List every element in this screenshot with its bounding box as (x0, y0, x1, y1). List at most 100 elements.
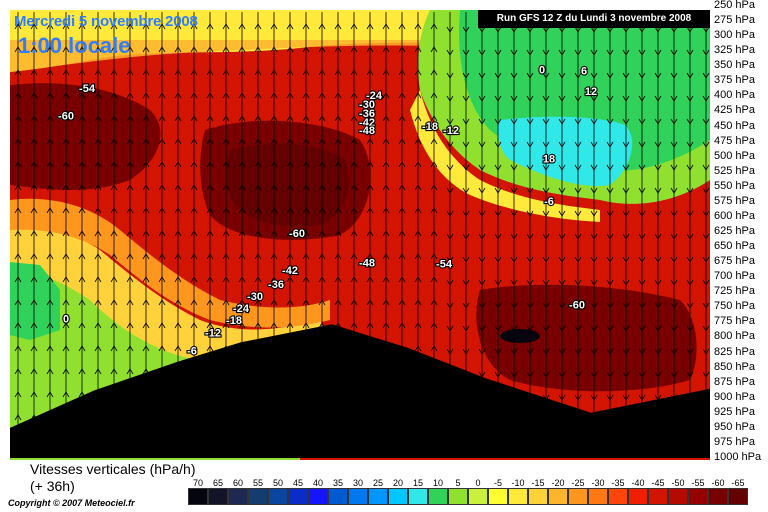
legend-value: -20 (551, 478, 565, 488)
wind-arrow-head (174, 322, 182, 329)
wind-arrow-head (702, 164, 710, 171)
wind-arrow-head (590, 348, 598, 355)
wind-arrow-head (510, 95, 518, 102)
wind-arrow-head (30, 345, 38, 352)
wind-arrow-head (302, 207, 310, 214)
wind-arrow-head (286, 92, 294, 99)
wind-arrow-head (430, 138, 438, 145)
wind-arrow-head (702, 95, 710, 102)
wind-arrow-head (142, 23, 150, 30)
pressure-tick: 400 hPa (714, 89, 755, 102)
legend-swatch (548, 488, 568, 505)
wind-arrow-head (430, 230, 438, 237)
wind-arrow-head (14, 161, 22, 168)
wind-arrow-head (542, 141, 550, 148)
wind-arrow-head (286, 253, 294, 260)
wind-arrow-head (638, 187, 646, 194)
wind-arrow-head (62, 276, 70, 283)
wind-arrow-head (542, 325, 550, 332)
wind-arrow-head (222, 184, 230, 191)
wind-arrow-head (110, 115, 118, 122)
legend-value: -35 (611, 478, 625, 488)
wind-arrow-head (686, 210, 694, 217)
wind-arrow-head (14, 276, 22, 283)
wind-arrow-head (286, 276, 294, 283)
wind-arrow-head (222, 92, 230, 99)
variable-label: Vitesses verticales (hPa/h) (+ 36h) (30, 461, 195, 495)
wind-arrow-head (446, 348, 454, 355)
wind-arrow-head (462, 118, 470, 125)
wind-arrow-head (126, 253, 134, 260)
wind-arrow-head (78, 230, 86, 237)
pressure-tick: 600 hPa (714, 209, 755, 222)
wind-arrow-head (622, 210, 630, 217)
wind-arrow-head (654, 233, 662, 240)
wind-arrow-head (222, 115, 230, 122)
wind-arrow-head (334, 161, 342, 168)
wind-arrow-head (46, 115, 54, 122)
wind-arrow-head (78, 368, 86, 375)
wind-arrow-head (590, 325, 598, 332)
wind-arrow-head (510, 256, 518, 263)
wind-arrow-head (478, 325, 486, 332)
wind-arrow-head (222, 23, 230, 30)
wind-arrow-head (366, 322, 374, 329)
wind-arrow-head (206, 345, 214, 352)
wind-arrow-head (270, 184, 278, 191)
wind-arrow-head (590, 210, 598, 217)
wind-arrow-head (46, 207, 54, 214)
wind-arrow-head (606, 210, 614, 217)
wind-arrow-head (414, 230, 422, 237)
wind-arrow-head (414, 92, 422, 99)
wind-arrow-head (334, 115, 342, 122)
wind-arrow-head (558, 164, 566, 171)
legend-swatch (448, 488, 468, 505)
wind-arrow-head (494, 210, 502, 217)
wind-arrow-head (142, 276, 150, 283)
wind-arrow-head (254, 69, 262, 76)
wind-arrow-head (126, 207, 134, 214)
wind-arrow-head (542, 164, 550, 171)
wind-arrow-head (622, 72, 630, 79)
wind-arrow-head (254, 161, 262, 168)
wind-arrow-head (30, 368, 38, 375)
wind-arrow-head (30, 230, 38, 237)
wind-arrow-head (606, 187, 614, 194)
wind-arrow-head (414, 138, 422, 145)
wind-arrow-head (478, 210, 486, 217)
wind-arrow-head (430, 276, 438, 283)
wind-arrow-head (350, 138, 358, 145)
wind-arrow-head (94, 69, 102, 76)
wind-arrow-head (446, 302, 454, 309)
wind-arrow-head (606, 164, 614, 171)
wind-arrow-head (302, 23, 310, 30)
wind-arrow-head (558, 49, 566, 56)
wind-arrow-head (94, 299, 102, 306)
wind-arrow-head (78, 207, 86, 214)
wind-arrow-head (142, 161, 150, 168)
wind-arrow-head (318, 299, 326, 306)
wind-arrow-head (142, 92, 150, 99)
wind-arrow-head (702, 141, 710, 148)
pressure-tick: 625 hPa (714, 225, 755, 237)
wind-arrow-head (526, 118, 534, 125)
wind-arrow-head (670, 325, 678, 332)
wind-arrow-head (366, 92, 374, 99)
wind-arrow-head (462, 72, 470, 79)
wind-arrow-head (462, 279, 470, 286)
wind-arrow-head (62, 322, 70, 329)
wind-arrow-head (174, 46, 182, 53)
legend-value: 70 (192, 478, 203, 488)
wind-arrow-head (398, 23, 406, 30)
wind-arrow-head (414, 23, 422, 30)
legend-value: 5 (455, 478, 461, 488)
wind-arrow-head (622, 256, 630, 263)
wind-arrow-head (238, 322, 246, 329)
wind-arrow-head (94, 46, 102, 53)
wind-arrow-head (238, 161, 246, 168)
wind-arrow-head (206, 184, 214, 191)
wind-arrow-head (94, 92, 102, 99)
pressure-tick: 875 hPa (714, 375, 755, 388)
wind-arrow-head (190, 138, 198, 145)
